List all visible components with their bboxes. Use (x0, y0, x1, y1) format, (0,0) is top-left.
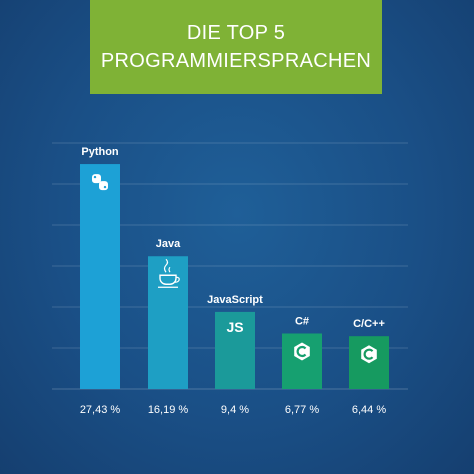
java-steam (163, 258, 169, 273)
csharp-icon (294, 342, 310, 361)
category-label: Java (156, 238, 181, 250)
java-steam (168, 266, 171, 273)
value-label: 27,43 % (80, 404, 121, 416)
title-box: DIE TOP 5 PROGRAMMIERSPRACHEN (90, 0, 382, 94)
value-label: 16,19 % (148, 404, 189, 416)
c-letter (296, 345, 307, 358)
hexagon-shape (361, 345, 377, 364)
chart-title-line-1: DIE TOP 5 (186, 22, 286, 44)
python-icon (92, 174, 108, 191)
python-icon-eye (93, 175, 97, 179)
python-icon-part (92, 174, 101, 184)
category-label: JavaScript (207, 294, 263, 306)
category-label: C# (295, 315, 309, 327)
python-icon-part (99, 181, 108, 191)
hexagon-shape (294, 342, 310, 361)
value-label: 6,44 % (352, 404, 386, 416)
java-handle (174, 276, 180, 283)
category-label: C/C++ (353, 318, 385, 330)
cpp-icon (361, 345, 377, 364)
bar-javascript (215, 311, 255, 389)
category-label: Python (81, 146, 119, 158)
java-cup (159, 274, 177, 285)
bar-python (80, 164, 120, 389)
java-icon (158, 258, 180, 288)
python-icon-eye (103, 185, 107, 189)
chart-title-line-2: PROGRAMMIERSPRACHEN (100, 50, 372, 72)
js-icon-text: JS (226, 319, 243, 335)
value-label: 6,77 % (285, 404, 319, 416)
c-letter (363, 348, 374, 360)
bar-java (148, 256, 188, 389)
bar-c (282, 333, 322, 389)
js-icon: JS (226, 319, 243, 335)
value-label: 9,4 % (221, 404, 249, 416)
